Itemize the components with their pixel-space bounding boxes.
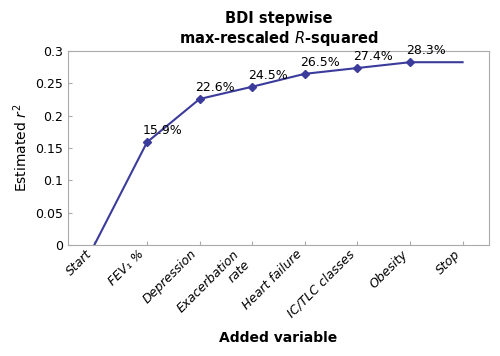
Text: 28.3%: 28.3%	[406, 44, 446, 57]
Text: 15.9%: 15.9%	[143, 124, 182, 137]
Title: BDI stepwise
max-rescaled $R$-squared: BDI stepwise max-rescaled $R$-squared	[178, 11, 378, 48]
X-axis label: Added variable: Added variable	[220, 331, 338, 345]
Text: 22.6%: 22.6%	[196, 81, 235, 94]
Text: 26.5%: 26.5%	[300, 56, 341, 69]
Text: 27.4%: 27.4%	[353, 50, 393, 63]
Text: 24.5%: 24.5%	[248, 69, 288, 82]
Y-axis label: Estimated $r^2$: Estimated $r^2$	[11, 104, 30, 192]
